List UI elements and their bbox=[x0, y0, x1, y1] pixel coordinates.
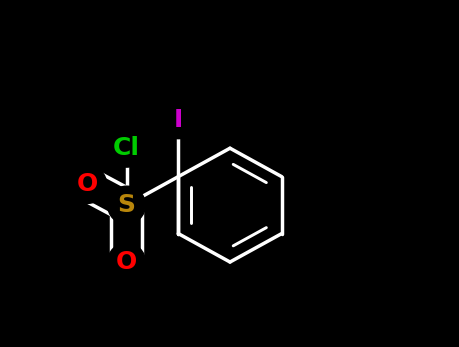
Text: S: S bbox=[118, 193, 135, 217]
Text: O: O bbox=[77, 172, 98, 196]
Text: Cl: Cl bbox=[113, 136, 140, 160]
Text: I: I bbox=[173, 108, 183, 132]
Circle shape bbox=[107, 129, 145, 167]
Circle shape bbox=[69, 166, 106, 203]
Text: O: O bbox=[116, 250, 137, 274]
Circle shape bbox=[107, 186, 145, 224]
Circle shape bbox=[107, 243, 145, 281]
Circle shape bbox=[159, 101, 197, 139]
